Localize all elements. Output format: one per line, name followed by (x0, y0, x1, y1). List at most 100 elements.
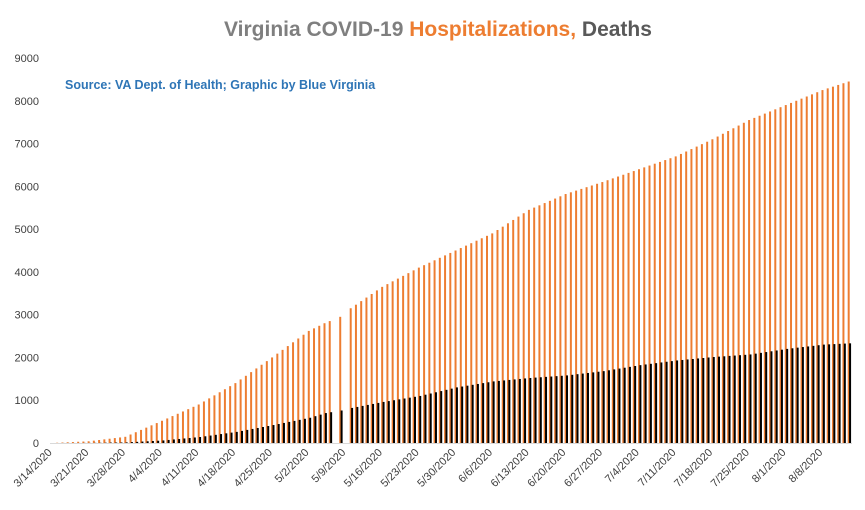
hospitalizations-bar (119, 437, 122, 443)
deaths-bar (309, 417, 312, 443)
deaths-bar (718, 356, 721, 443)
hospitalizations-bar (92, 440, 95, 443)
x-tick-label: 7/18/2020 (672, 447, 715, 490)
deaths-bar (199, 437, 202, 443)
hospitalizations-bar (449, 252, 452, 443)
hospitalizations-bar (339, 316, 342, 443)
deaths-bar (125, 442, 128, 443)
hospitalizations-bar (606, 180, 609, 443)
hospitalizations-bar (632, 171, 635, 443)
x-tick-label: 8/8/2020 (787, 447, 826, 486)
hospitalizations-bar (721, 133, 724, 443)
hospitalizations-bar (166, 418, 169, 443)
deaths-bar (434, 392, 437, 443)
deaths-bar (670, 361, 673, 443)
hospitalizations-bar (753, 117, 756, 443)
x-tick-label: 5/2/2020 (273, 447, 312, 486)
deaths-bar (120, 442, 123, 443)
deaths-bar (754, 353, 757, 443)
deaths-bar (681, 359, 684, 443)
deaths-bar (424, 394, 427, 443)
deaths-bar (136, 441, 139, 443)
x-tick-label: 8/1/2020 (750, 447, 789, 486)
hospitalizations-bar (454, 250, 457, 443)
deaths-bar (723, 356, 726, 443)
deaths-bar (172, 439, 175, 443)
hospitalizations-bar (407, 273, 410, 443)
deaths-bar (508, 379, 511, 443)
deaths-bar (655, 363, 658, 443)
hospitalizations-bar (774, 109, 777, 443)
x-tick-label: 6/20/2020 (525, 447, 568, 490)
hospitalizations-bar (402, 275, 405, 443)
deaths-bar (141, 441, 144, 443)
deaths-bar (487, 382, 490, 443)
deaths-bar (497, 380, 500, 443)
deaths-bar (319, 414, 322, 443)
hospitalizations-bar (711, 139, 714, 443)
hospitalizations-bar (831, 86, 834, 443)
hospitalizations-bar (161, 420, 163, 443)
hospitalizations-bar (370, 294, 373, 443)
hospitalizations-bar (658, 161, 661, 443)
hospitalizations-bar (229, 386, 232, 443)
hospitalizations-bar (790, 102, 793, 444)
hospitalizations-bar (779, 107, 782, 443)
deaths-bar (534, 377, 537, 443)
deaths-bar (623, 367, 626, 443)
deaths-bar (849, 343, 852, 443)
deaths-bar (272, 425, 275, 443)
hospitalizations-bar (580, 188, 583, 443)
deaths-bar (162, 440, 165, 443)
hospitalizations-bar (800, 98, 803, 443)
deaths-bar (466, 385, 469, 443)
deaths-bar (576, 374, 579, 443)
deaths-bar (691, 358, 694, 443)
deaths-bar (471, 384, 474, 443)
deaths-bar (450, 388, 453, 443)
deaths-bars (62, 343, 852, 443)
hospitalizations-bar (679, 153, 682, 443)
hospitalizations-bar (601, 182, 604, 443)
deaths-bar (843, 343, 846, 443)
hospitalizations-bar (784, 105, 787, 443)
hospitalizations-bar (475, 240, 478, 443)
deaths-bar (445, 389, 448, 443)
y-tick-label: 8000 (15, 96, 39, 108)
chart-source-annotation: Source: VA Dept. of Health; Graphic by B… (65, 78, 376, 92)
deaths-bar (130, 442, 133, 443)
deaths-bar (649, 363, 652, 443)
hospitalizations-bar (155, 423, 158, 443)
deaths-bar (644, 364, 647, 443)
deaths-bar (775, 350, 778, 443)
deaths-bar (581, 373, 584, 443)
hospitalizations-bar (486, 235, 488, 443)
deaths-bar (744, 354, 747, 443)
hospitalizations-bar (286, 346, 289, 443)
hospitalizations-bar (538, 205, 541, 443)
chart-title: Virginia COVID-19 Hospitalizations, Deat… (224, 18, 652, 41)
hospitalizations-bar (354, 304, 357, 443)
hospitalizations-bar (381, 286, 384, 443)
hospitalizations-bar (758, 115, 761, 443)
hospitalizations-bar (66, 442, 69, 443)
hospitalizations-bar (396, 278, 399, 443)
deaths-bar (220, 434, 223, 443)
hospitalizations-bar (391, 281, 394, 443)
deaths-bar (251, 428, 254, 443)
hospitalizations-bar (223, 389, 226, 443)
deaths-bar (597, 371, 600, 443)
hospitalizations-bar (585, 187, 588, 443)
hospitalizations-bar (428, 262, 431, 443)
y-tick-label: 3000 (15, 310, 39, 322)
hospitalizations-bars (56, 81, 850, 444)
hospitalizations-bar (465, 245, 468, 443)
hospitalizations-bar (554, 198, 557, 443)
deaths-bar (246, 429, 249, 443)
deaths-bar (288, 421, 291, 443)
hospitalizations-bar (653, 163, 656, 443)
deaths-bar (770, 351, 773, 443)
deaths-bar (387, 401, 390, 443)
deaths-bar (372, 403, 375, 443)
